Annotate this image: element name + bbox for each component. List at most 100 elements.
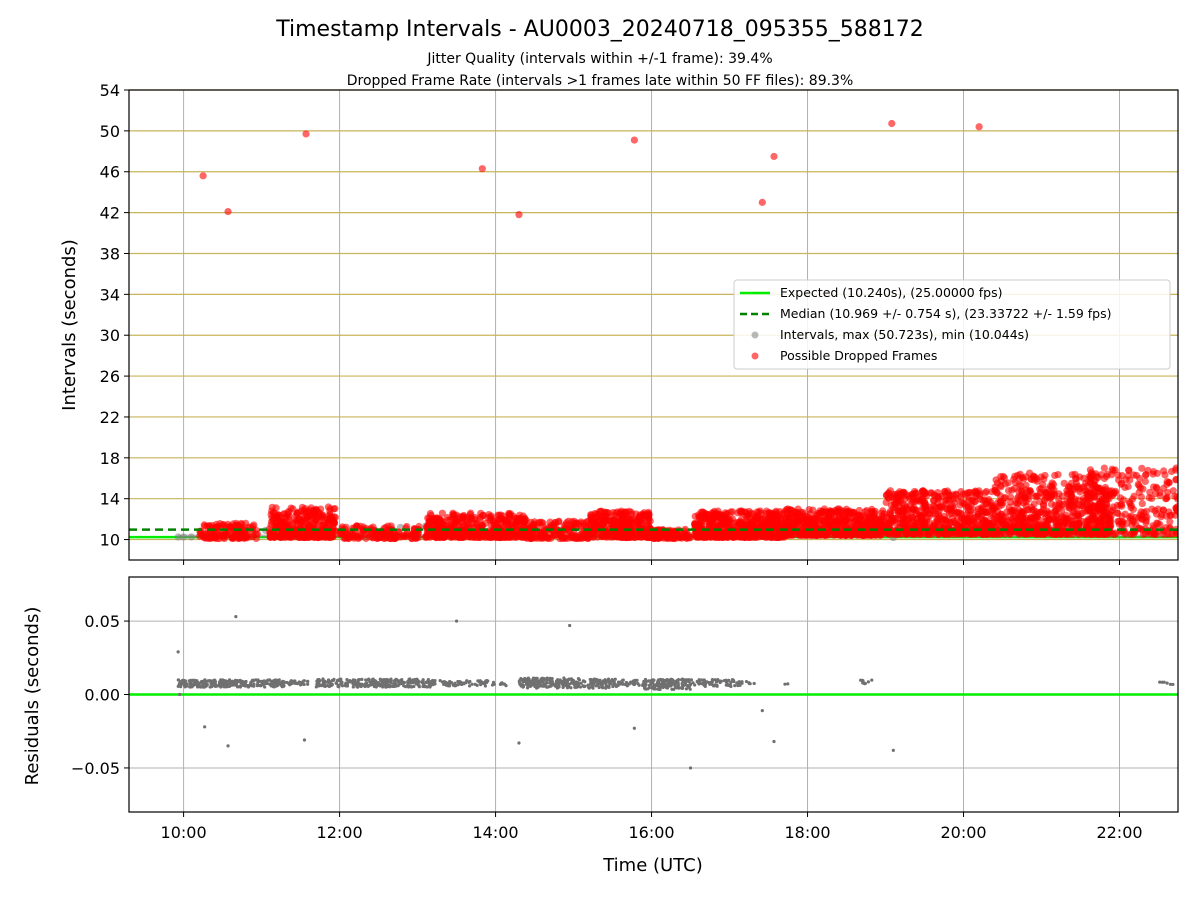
dropped-frame-point [610, 520, 618, 528]
dropped-frame-point [1141, 477, 1149, 486]
dropped-frame-point [981, 525, 989, 533]
residual-point [277, 678, 281, 682]
dropped-frame-point [1142, 507, 1150, 516]
residual-point [369, 680, 373, 684]
intervals-x-ticks [183, 560, 1121, 565]
dropped-frame-point [1111, 489, 1119, 497]
dropped-frame-point [961, 490, 969, 499]
dropped-frame-point [1158, 511, 1166, 519]
dropped-frame-point [974, 505, 982, 513]
residual-point [335, 682, 339, 686]
intervals-data [129, 119, 1178, 543]
residual-point [354, 681, 359, 685]
residual-point [373, 680, 377, 684]
interval-point [174, 533, 182, 541]
dropped-frame-point [758, 198, 766, 206]
residual-point [406, 683, 410, 687]
residual-point [344, 681, 348, 685]
intervals-ytick-label: 46 [100, 163, 120, 182]
dropped-frame-point [747, 527, 755, 535]
dropped-frame-point [470, 529, 478, 537]
dropped-frame-point [515, 211, 523, 219]
residual-point [608, 682, 612, 686]
dropped-frame-point [1147, 530, 1155, 538]
dropped-frame-point [1125, 466, 1133, 474]
residual-point [367, 677, 371, 681]
dropped-frame-point [1121, 530, 1129, 538]
intervals-ytick-label: 30 [100, 326, 120, 345]
residual-point [321, 682, 325, 686]
residual-point [416, 682, 420, 686]
residual-point [302, 682, 306, 687]
dropped-frame-point [309, 521, 317, 529]
dropped-frame-point [280, 510, 289, 518]
dropped-frame-point [1001, 530, 1009, 538]
dropped-frame-point [1151, 507, 1159, 515]
dropped-frame-point [826, 517, 834, 525]
dropped-frame-point [850, 509, 858, 517]
dropped-frame-point [934, 530, 943, 539]
dropped-frame-point [1118, 502, 1126, 510]
dropped-frame-point [337, 529, 345, 537]
residual-point [298, 683, 303, 687]
dropped-frame-point [411, 533, 419, 541]
residual-point [236, 685, 240, 689]
dropped-frame-point [224, 207, 232, 216]
residual-point [336, 684, 340, 688]
residual-point [227, 678, 232, 682]
dropped-frame-point [467, 509, 475, 517]
dropped-frame-point [949, 495, 957, 504]
dropped-frame-point [1150, 524, 1158, 532]
dropped-frame-point [736, 507, 744, 515]
dropped-frame-point [312, 506, 321, 514]
dropped-frame-point [638, 516, 647, 524]
dropped-frame-point [909, 490, 917, 498]
dropped-frame-point [1161, 471, 1169, 479]
residual-point [282, 684, 286, 688]
dropped-frame-point [708, 512, 716, 520]
dropped-frame-point [1172, 464, 1178, 472]
dropped-frame-point [537, 518, 546, 526]
dropped-frame-point [1006, 493, 1015, 501]
legend-intervals-swatch [751, 331, 759, 339]
dropped-frame-point [1127, 502, 1135, 510]
dropped-frame-point [691, 519, 699, 527]
residual-point [265, 679, 269, 684]
residual-point [393, 684, 397, 688]
residual-point [433, 682, 437, 686]
dropped-frame-point [1067, 492, 1075, 501]
dropped-frame-point [1037, 530, 1046, 538]
residual-point [578, 685, 583, 689]
residual-point [346, 680, 350, 684]
dropped-frame-point [1046, 482, 1055, 490]
dropped-frame-point [449, 514, 457, 522]
dropped-frame-point [273, 514, 282, 522]
intervals-ytick-label: 22 [100, 408, 120, 427]
dropped-frame-point [918, 487, 926, 495]
dropped-frame-point [1091, 482, 1099, 490]
dropped-frame-point [1080, 474, 1088, 482]
dropped-frame-point [421, 533, 430, 541]
dropped-frame-point [997, 499, 1005, 507]
dropped-frame-point [1100, 474, 1108, 483]
dropped-frame-point [724, 533, 732, 541]
dropped-frame-point [789, 516, 797, 524]
dropped-frame-point [549, 532, 557, 540]
dropped-frame-point [510, 533, 518, 541]
residual-point [209, 685, 214, 689]
residual-point [178, 683, 182, 687]
dropped-frame-point [232, 521, 240, 530]
dropped-frame-point [1172, 475, 1178, 484]
residual-point [449, 680, 454, 685]
dropped-frame-point [1017, 508, 1025, 516]
dropped-frame-point [502, 533, 510, 542]
dropped-frame-point [1027, 513, 1035, 521]
intervals-ytick-label: 18 [100, 449, 120, 468]
dropped-frame-point [845, 518, 853, 526]
intervals-ytick-label: 26 [100, 367, 120, 386]
residual-point [274, 679, 278, 683]
legend: Expected (10.240s), (25.00000 fps) Media… [733, 279, 1171, 370]
residual-point [351, 680, 356, 684]
dropped-frame-point [1109, 506, 1117, 514]
dropped-frame-point [285, 532, 293, 540]
